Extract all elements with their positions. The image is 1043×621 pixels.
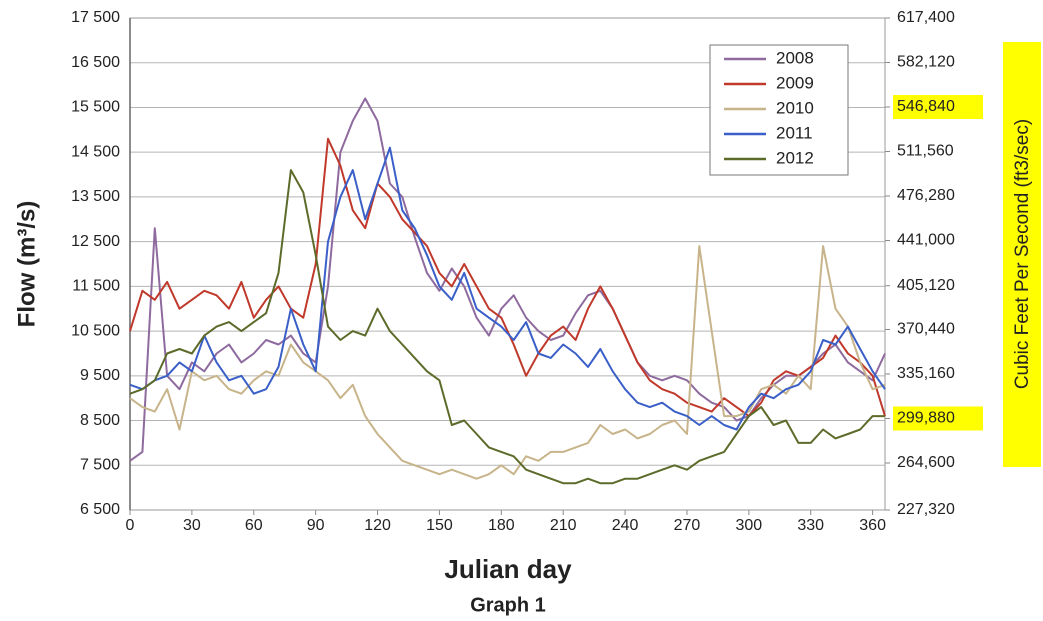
- x-tick-label: 30: [183, 517, 201, 534]
- y2-tick-label: 405,120: [897, 277, 955, 294]
- y-tick-label: 10 500: [71, 322, 120, 339]
- y-tick-label: 7 500: [80, 456, 120, 473]
- legend-label: 2012: [776, 148, 814, 167]
- series-line: [129, 137, 886, 418]
- y2-tick-label: 335,160: [897, 365, 955, 382]
- y-tick-label: 12 500: [71, 233, 120, 250]
- legend-label: 2010: [776, 98, 814, 117]
- chart-title: Graph 1: [470, 594, 546, 616]
- y2-tick-label: 476,280: [897, 187, 955, 204]
- series-line: [129, 245, 886, 480]
- y2-tick-label: 546,840: [897, 98, 955, 115]
- y2-tick-label: 370,440: [897, 321, 955, 338]
- y-tick-label: 11 500: [72, 278, 120, 295]
- x-tick-label: 150: [426, 517, 453, 534]
- x-tick-label: 0: [126, 517, 135, 534]
- y2-tick-label: 582,120: [897, 54, 955, 71]
- x-tick-label: 90: [307, 517, 325, 534]
- y2-tick-label: 441,000: [897, 232, 955, 249]
- y2-tick-label: 264,600: [897, 454, 955, 471]
- y-axis-label: Flow (m³/s): [13, 201, 40, 328]
- x-tick-label: 120: [364, 517, 391, 534]
- x-tick-label: 360: [859, 517, 886, 534]
- y2-tick-label: 227,320: [897, 501, 955, 518]
- x-tick-label: 270: [674, 517, 701, 534]
- x-tick-label: 300: [736, 517, 763, 534]
- y-tick-label: 9 500: [80, 367, 120, 384]
- y-tick-label: 14 500: [71, 143, 120, 160]
- x-tick-label: 330: [797, 517, 824, 534]
- y2-tick-label: 299,880: [897, 410, 955, 427]
- y2-axis-label: Cubic Feet Per Second (ft3/sec): [1012, 119, 1033, 389]
- series-line: [129, 146, 886, 431]
- series-line: [129, 97, 886, 462]
- y2-tick-highlight: [893, 406, 983, 431]
- y2-label-background: [1003, 42, 1041, 467]
- y-tick-label: 13 500: [71, 188, 120, 205]
- y2-tick-label: 617,400: [897, 9, 955, 26]
- y-tick-label: 17 500: [71, 9, 120, 26]
- y-tick-label: 15 500: [71, 99, 120, 116]
- x-tick-label: 210: [550, 517, 577, 534]
- x-tick-label: 180: [488, 517, 515, 534]
- y-tick-label: 16 500: [71, 54, 120, 71]
- legend-label: 2011: [776, 123, 813, 142]
- y-tick-label: 8 500: [80, 412, 120, 429]
- legend-label: 2008: [776, 48, 814, 67]
- x-tick-label: 60: [245, 517, 263, 534]
- legend-label: 2009: [776, 73, 814, 92]
- y-tick-label: 6 500: [80, 501, 120, 518]
- series-line: [129, 169, 885, 485]
- x-axis-label: Julian day: [444, 554, 572, 584]
- y2-tick-label: 511,560: [897, 143, 954, 160]
- y2-tick-highlight: [893, 94, 983, 119]
- x-tick-label: 240: [612, 517, 639, 534]
